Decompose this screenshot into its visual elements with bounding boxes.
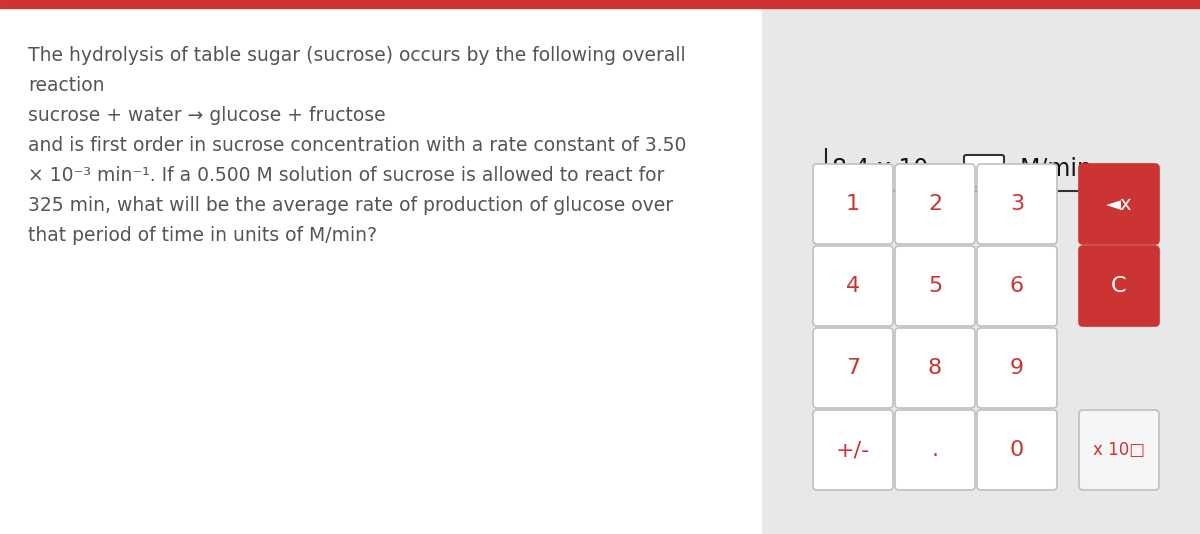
FancyBboxPatch shape (977, 246, 1057, 326)
Text: 2: 2 (928, 194, 942, 214)
Text: sucrose + water → glucose + fructose: sucrose + water → glucose + fructose (28, 106, 385, 125)
Text: and is first order in sucrose concentration with a rate constant of 3.50: and is first order in sucrose concentrat… (28, 136, 686, 155)
Text: x 10□: x 10□ (1093, 441, 1145, 459)
FancyBboxPatch shape (895, 246, 974, 326)
Text: 3: 3 (1010, 194, 1024, 214)
Text: M/min: M/min (1020, 157, 1093, 181)
Text: 6: 6 (1010, 276, 1024, 296)
Bar (0, 0, 1200, 8)
FancyBboxPatch shape (977, 410, 1057, 490)
FancyBboxPatch shape (1079, 410, 1159, 490)
Text: that period of time in units of M/min?: that period of time in units of M/min? (28, 226, 377, 245)
Bar (762, 0, 1200, 534)
FancyBboxPatch shape (895, 410, 974, 490)
FancyBboxPatch shape (814, 410, 893, 490)
FancyBboxPatch shape (1079, 246, 1159, 326)
Text: +/-: +/- (836, 440, 870, 460)
FancyBboxPatch shape (1079, 164, 1159, 244)
FancyBboxPatch shape (814, 328, 893, 408)
Text: 9: 9 (1010, 358, 1024, 378)
Text: C: C (1111, 276, 1127, 296)
Text: 5: 5 (928, 276, 942, 296)
Text: 1: 1 (846, 194, 860, 214)
Text: 0: 0 (1010, 440, 1024, 460)
Text: 8.4 x 10: 8.4 x 10 (832, 157, 929, 181)
FancyBboxPatch shape (977, 328, 1057, 408)
Text: × 10⁻³ min⁻¹. If a 0.500 M solution of sucrose is allowed to react for: × 10⁻³ min⁻¹. If a 0.500 M solution of s… (28, 166, 665, 185)
Text: -4: -4 (977, 163, 991, 178)
Text: 325 min, what will be the average rate of production of glucose over: 325 min, what will be the average rate o… (28, 196, 673, 215)
FancyBboxPatch shape (814, 164, 893, 244)
Text: 8: 8 (928, 358, 942, 378)
Text: reaction: reaction (28, 76, 104, 95)
Text: The hydrolysis of table sugar (sucrose) occurs by the following overall: The hydrolysis of table sugar (sucrose) … (28, 46, 685, 65)
FancyBboxPatch shape (895, 164, 974, 244)
Text: .: . (931, 440, 938, 460)
Bar (0, 0, 762, 534)
FancyBboxPatch shape (964, 155, 1004, 187)
FancyBboxPatch shape (977, 164, 1057, 244)
FancyBboxPatch shape (895, 328, 974, 408)
FancyBboxPatch shape (814, 246, 893, 326)
Text: 4: 4 (846, 276, 860, 296)
Text: ◄x: ◄x (1105, 194, 1133, 214)
Text: 7: 7 (846, 358, 860, 378)
